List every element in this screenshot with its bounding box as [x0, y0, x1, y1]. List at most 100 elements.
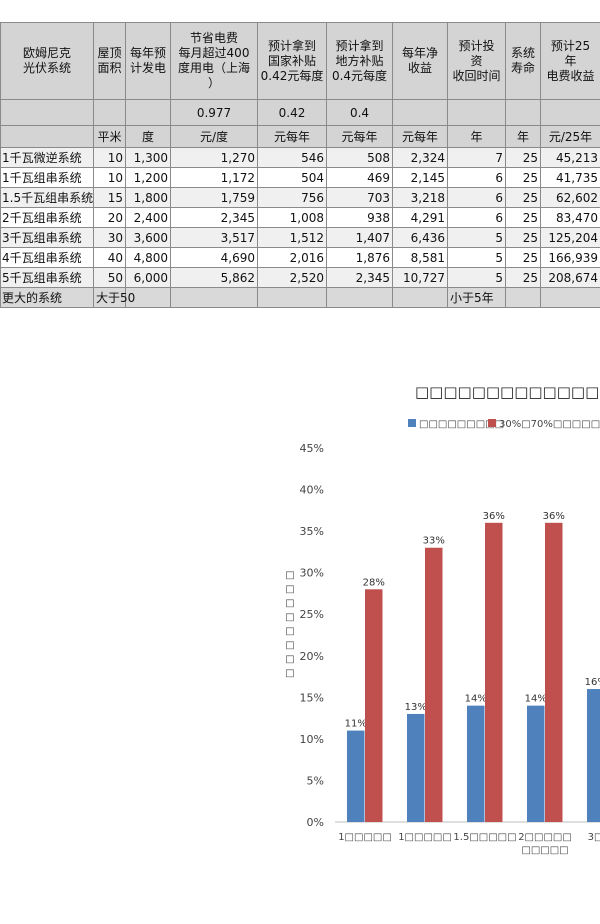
- table-row: 4千瓦组串系统 40 4,800 4,690 2,016 1,876 8,581 5 25 166…: [0, 247, 600, 268]
- legend-label: □□□□□□□□□: [419, 419, 504, 430]
- table-cell: 元/25年: [540, 125, 600, 148]
- table-cell: [505, 287, 541, 308]
- table-row: 5千瓦组串系统 50 6,000 5,862 2,520 2,345 10,727 5 25 20…: [0, 267, 600, 288]
- legend-label: 30%□70%□□□□□□: [499, 419, 600, 430]
- table-cell: 预计拿到 地方补贴 0.4元每度: [326, 22, 393, 100]
- table-cell: 预计拿到 国家补贴 0.42元每度: [257, 22, 327, 100]
- table-cell: 1千瓦微逆系统: [0, 147, 94, 168]
- y-tick-label: 0%: [307, 816, 324, 829]
- chart-title: □□□□□□□□□□□□□□□□: [415, 383, 600, 401]
- table-cell: [447, 99, 506, 126]
- table-cell: 10,727: [392, 267, 448, 288]
- table-cell: 年: [447, 125, 506, 148]
- table-cell: 6: [447, 187, 506, 208]
- table-cell: 5: [447, 227, 506, 248]
- table-cell: 4,800: [125, 247, 171, 268]
- table-cell: 703: [326, 187, 393, 208]
- table-row: 2千瓦组串系统 20 2,400 2,345 1,008 938 4,291 6 25 83,47…: [0, 207, 600, 228]
- table-cell: 45,213: [540, 147, 600, 168]
- table-cell: 1,270: [170, 147, 258, 168]
- y-tick-label: 35%: [300, 525, 324, 538]
- table-cell: 度: [125, 125, 171, 148]
- table-row: 1千瓦组串系统 10 1,200 1,172 504 469 2,145 6 25 41,735: [0, 167, 600, 188]
- bar: [425, 547, 443, 822]
- table-cell: [0, 99, 94, 126]
- legend-swatch: [408, 419, 416, 427]
- table-cell: 0.42: [257, 99, 327, 126]
- table-cell: 欧姆尼克 光伏系统: [0, 22, 94, 100]
- table-cell: 10: [93, 167, 126, 188]
- x-tick-label: 1□□□□□: [338, 832, 392, 843]
- table-cell: 2,145: [392, 167, 448, 188]
- table-cell: [125, 99, 171, 126]
- table-cell: 7: [447, 147, 506, 168]
- table-cell: 25: [505, 187, 541, 208]
- table-cell: 1,759: [170, 187, 258, 208]
- table-cell: 125,204: [540, 227, 600, 248]
- y-tick-label: 30%: [300, 567, 324, 580]
- bar: [485, 522, 503, 822]
- table-cell: 50: [93, 267, 126, 288]
- table-cell: [392, 287, 448, 308]
- table-cell: 30: [93, 227, 126, 248]
- table-cell: 大于50: [93, 287, 135, 308]
- table-row: 1.5千瓦组串系统 15 1,800 1,759 756 703 3,218 6 25 62,60…: [0, 187, 600, 208]
- table-cell: 0.4: [326, 99, 393, 126]
- table-cell: 208,674: [540, 267, 600, 288]
- bar: [347, 730, 365, 822]
- table-cell: [540, 99, 600, 126]
- table-cell: 4,690: [170, 247, 258, 268]
- data-table: 欧姆尼克 光伏系统 屋顶 面积 每年预 计发电 节省电费 每月超过400 度用电（上海…: [0, 22, 600, 308]
- table-cell: 预计投 资 收回时间: [447, 22, 506, 100]
- table-row: 1千瓦微逆系统 10 1,300 1,270 546 508 2,324 7 25 45,213: [0, 147, 600, 168]
- table-cell: [125, 287, 171, 308]
- table-cell: 预计25 年 电费收益: [540, 22, 600, 100]
- legend-swatch: [488, 419, 496, 427]
- table-cell: 2,400: [125, 207, 171, 228]
- data-label: 11%: [345, 719, 367, 730]
- table-cell: 1,800: [125, 187, 171, 208]
- bar: [545, 522, 563, 822]
- y-tick-label: 15%: [300, 691, 324, 704]
- table-cell: 41,735: [540, 167, 600, 188]
- table-cell: 每年预 计发电: [125, 22, 171, 100]
- data-label: 13%: [405, 702, 427, 713]
- data-label: 16%: [585, 677, 600, 688]
- table-cell: 更大的系统: [0, 287, 94, 308]
- table-cell: [93, 99, 126, 126]
- data-label: 36%: [483, 511, 505, 522]
- table-cell: 6,436: [392, 227, 448, 248]
- table-cell: 小于5年: [447, 287, 506, 308]
- bar: [587, 689, 600, 822]
- table-cell: 元每年: [257, 125, 327, 148]
- table-cell: 2,016: [257, 247, 327, 268]
- bar: [527, 705, 545, 822]
- table-cell: 元每年: [392, 125, 448, 148]
- bar: [407, 713, 425, 822]
- table-cell: 3,517: [170, 227, 258, 248]
- table-cell: [170, 287, 258, 308]
- table-row: 0.977 0.42 0.4: [0, 99, 600, 126]
- x-tick-label: 3□□□: [588, 832, 600, 843]
- table-cell: [257, 287, 327, 308]
- table-cell: 1.5千瓦组串系统: [0, 187, 94, 208]
- y-tick-label: 25%: [300, 608, 324, 621]
- y-tick-label: 45%: [300, 442, 324, 455]
- data-label: 36%: [543, 511, 565, 522]
- x-tick-label: 1.5□□□□□: [453, 832, 516, 843]
- table-cell: 系统 寿命: [505, 22, 541, 100]
- table-cell: 1,300: [125, 147, 171, 168]
- y-axis-label: □ □ □ □ □ □ □ □: [285, 570, 294, 679]
- table-cell: 屋顶 面积: [93, 22, 126, 100]
- y-tick-label: 5%: [307, 774, 324, 787]
- table-row: 欧姆尼克 光伏系统 屋顶 面积 每年预 计发电 节省电费 每月超过400 度用电（上海…: [0, 22, 600, 100]
- table-cell: 平米: [93, 125, 126, 148]
- table-cell: 节省电费 每月超过400 度用电（上海 ）: [170, 22, 258, 100]
- table-cell: 40: [93, 247, 126, 268]
- table-cell: 1,200: [125, 167, 171, 188]
- table-cell: 62,602: [540, 187, 600, 208]
- table-cell: 2,345: [326, 267, 393, 288]
- table-cell: [505, 99, 541, 126]
